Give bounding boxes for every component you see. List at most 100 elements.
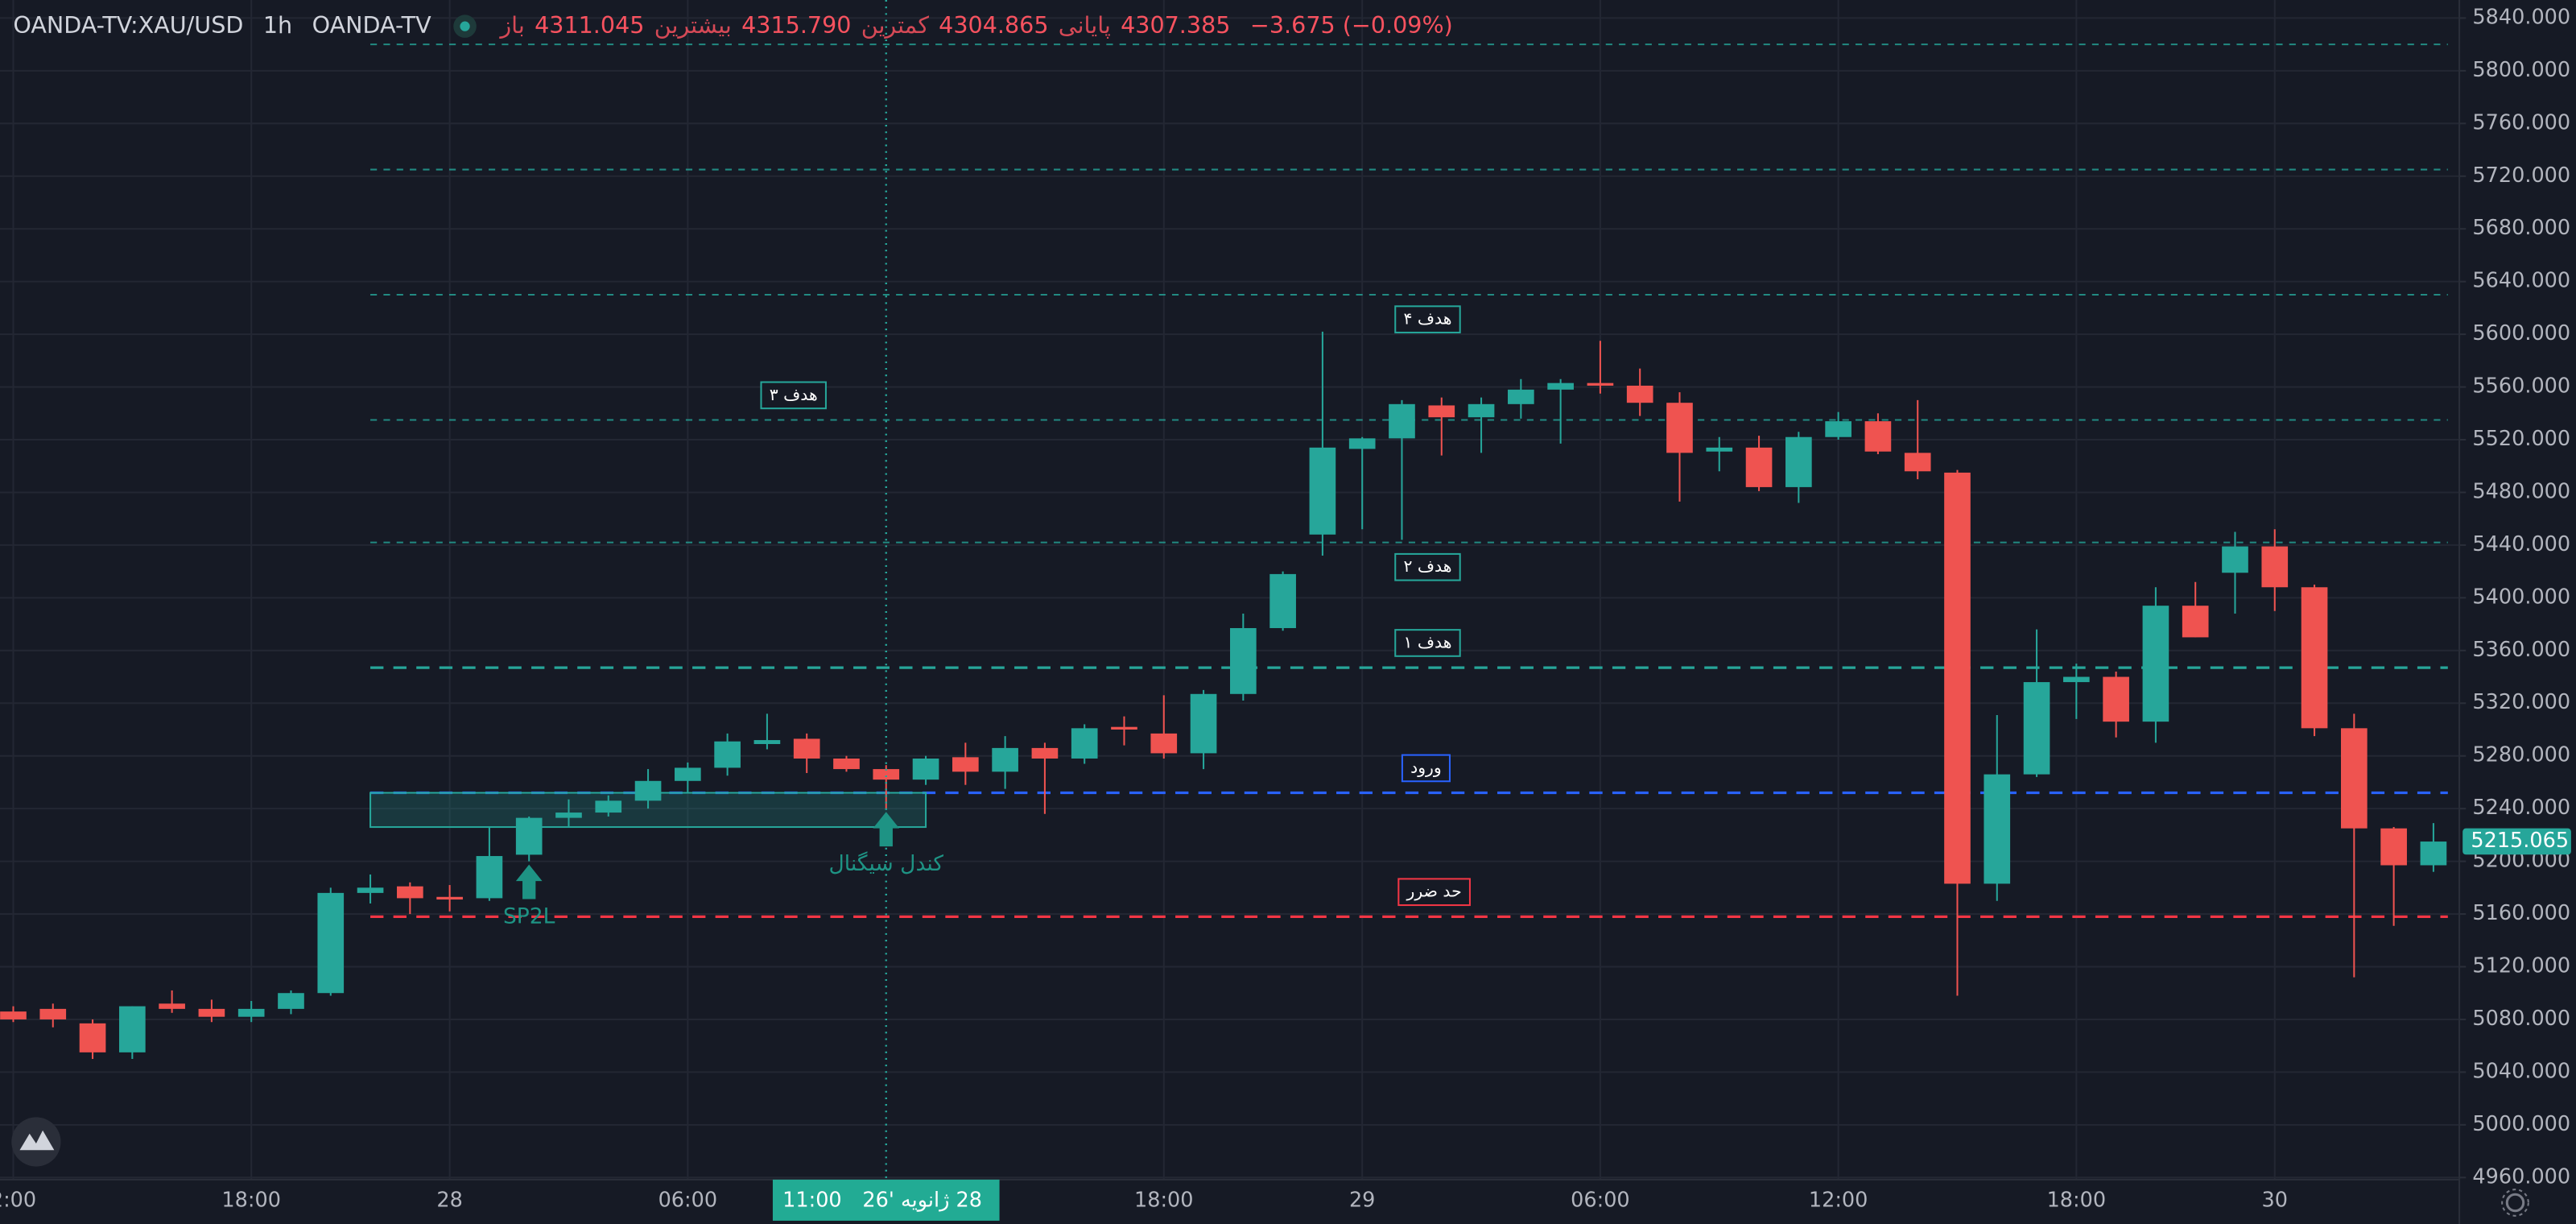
y-tick-label: 5120.000 [2472,954,2570,978]
x-tick-label: 2:00 [0,1188,36,1212]
x-tick-label: 06:00 [658,1188,718,1212]
candle-body [2380,828,2407,866]
change: −3.675 (−0.09%) [1249,13,1453,39]
last-price-box [2462,828,2571,855]
axes: 4960.000 5000.000 5040.000 5080.000 5120.000… [0,5,2571,1221]
candle-body [476,856,503,899]
candle-body [119,1006,146,1052]
logo-circle[interactable] [11,1117,61,1167]
grid [0,0,2460,1180]
ohlc-value: 4315.790 [741,13,852,39]
candle-body [1389,403,1415,439]
candle-body [1785,436,1812,487]
candle-body [39,1008,67,1019]
gear-teeth[interactable] [2501,1189,2529,1217]
y-tick-label: 5760.000 [2472,110,2570,134]
symbol[interactable]: OANDA-TV:XAU/USD [13,13,244,39]
level-label-box [1401,754,1451,783]
level-label: هدف ۱ [1403,632,1451,651]
logo-icon[interactable] [19,1130,55,1151]
candle-body [555,813,582,818]
y-tick-label: 5240.000 [2472,796,2570,820]
y-tick-label: 5160.000 [2472,901,2570,925]
candle-body [1706,447,1733,452]
candle-body [833,758,860,770]
candle-body [79,1023,106,1052]
ohlc-label: پایانی [1058,13,1111,39]
y-tick-label: 5720.000 [2472,163,2570,188]
candle-body [515,817,543,855]
logo[interactable] [11,1117,61,1167]
y-tick-label: 5840.000 [2472,5,2570,29]
candle-body [1666,403,1693,453]
candle-body [1984,774,2011,884]
y-tick-label: 4960.000 [2472,1164,2570,1189]
x-tick-label: 06:00 [1571,1188,1630,1212]
candle-body [1190,693,1217,754]
candle-body [1864,421,1892,452]
level-label-box [1394,305,1461,333]
ohlc-value: 4304.865 [939,13,1049,39]
y-tick-label: 5440.000 [2472,532,2570,556]
overlays: SP2L کندل سیگنال [503,0,943,1180]
ohlc-label: کمترین [861,13,929,39]
candle-body [1111,726,1137,730]
candle-body [793,738,820,759]
candle-body [1508,389,1534,404]
candle-body [952,757,979,772]
x-tick-label: 28 [436,1188,462,1212]
candle-body [992,747,1018,772]
y-tick-label: 5280.000 [2472,743,2570,767]
level-label: هدف ۳ [770,385,818,404]
candle-body [2222,546,2248,573]
candle-body [1071,728,1098,759]
status-dot [454,14,477,38]
candle-body [2341,728,2368,829]
candle-body [1348,438,1376,449]
level-label-box [1394,629,1461,657]
y-tick-label: 5480.000 [2472,479,2570,503]
candle-body [1587,382,1614,386]
crosshair-date: 28 ژانویه '26 [862,1188,982,1212]
ohlc-label: بیشترین [654,13,732,39]
x-tick-label: 18:00 [2047,1188,2107,1212]
candle-body [2063,676,2090,683]
ohlc-value: 4307.385 [1121,13,1231,39]
candle-body [1269,573,1296,628]
settings-icon[interactable] [2501,1189,2529,1217]
candle-body [1626,385,1653,403]
candle-body [634,780,662,801]
signal-arrow [515,864,543,899]
candle-body [1547,382,1574,390]
interval[interactable]: 1h [262,13,293,39]
candle-body [1745,447,1773,487]
candle-body [873,769,900,780]
candle-body [2142,606,2169,722]
gear[interactable] [2505,1193,2525,1213]
x-tick-label: 18:00 [1134,1188,1194,1212]
level-label: هدف ۴ [1403,309,1451,329]
y-tick-label: 5080.000 [2472,1007,2570,1031]
levels: هدف ۴ هدف ۳ هدف ۲ هدف ۱ ورود حد ضرر [369,43,2448,918]
candle-body [1904,453,1931,472]
y-tick-label: 5000.000 [2472,1112,2570,1136]
candle-body [1230,627,1257,694]
ohlc-label: باز [500,13,525,39]
level-label-box [760,381,827,410]
signal-label: کندل سیگنال [829,851,944,876]
candle-body [1150,733,1178,754]
level-label: ورود [1410,758,1442,777]
candle-body [675,767,701,781]
y-tick-label: 5800.000 [2472,58,2570,82]
x-tick-label: 12:00 [1809,1188,1868,1212]
candle-body [2261,546,2289,588]
candle-body [357,887,384,893]
candle-body [1825,421,1852,437]
level-label-box [1397,878,1471,907]
signal-label: SP2L [503,904,555,928]
candle-body [1031,747,1059,759]
crosshair-time: 11:00 [782,1188,842,1212]
candle-body [1468,403,1495,418]
